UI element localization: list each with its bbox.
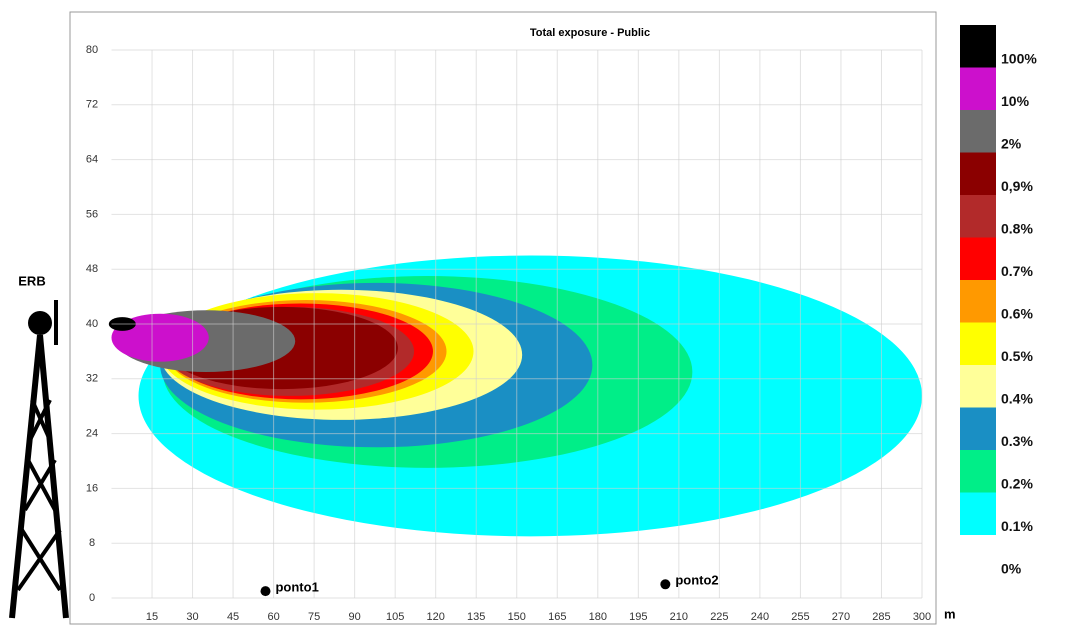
- y-tick-label: 48: [86, 263, 98, 275]
- measure-point: [660, 579, 670, 589]
- x-tick-label: 210: [670, 611, 688, 623]
- legend-swatch: [960, 408, 996, 451]
- x-tick-label: 90: [349, 611, 361, 623]
- x-tick-label: 150: [508, 611, 526, 623]
- y-tick-label: 32: [86, 373, 98, 385]
- legend-label: 0,9%: [1001, 178, 1033, 194]
- legend-label: 0.7%: [1001, 263, 1033, 279]
- legend-swatch: [960, 365, 996, 408]
- x-tick-label: 240: [751, 611, 769, 623]
- y-tick-label: 24: [86, 428, 98, 440]
- legend-label: 0%: [1001, 561, 1022, 577]
- legend-label: 0.8%: [1001, 221, 1033, 237]
- x-tick-label: 120: [427, 611, 445, 623]
- legend-label: 0.3%: [1001, 433, 1033, 449]
- legend-label: 0.4%: [1001, 391, 1033, 407]
- y-tick-label: 0: [89, 592, 95, 604]
- y-tick-label: 56: [86, 208, 98, 220]
- legend-swatch: [960, 238, 996, 281]
- x-tick-label: 285: [872, 611, 890, 623]
- legend-swatch: [960, 68, 996, 111]
- x-tick-label: 165: [548, 611, 566, 623]
- legend-label: 100%: [1001, 51, 1037, 67]
- legend-label: 0.6%: [1001, 306, 1033, 322]
- legend-label: 0.5%: [1001, 348, 1033, 364]
- legend-label: 0.2%: [1001, 476, 1033, 492]
- x-tick-label: 75: [308, 611, 320, 623]
- point-label: ponto1: [275, 580, 318, 595]
- chart-title: Total exposure - Public: [530, 27, 650, 39]
- y-tick-label: 8: [89, 537, 95, 549]
- y-tick-label: 16: [86, 482, 98, 494]
- antenna-tower: [12, 300, 66, 618]
- x-tick-label: 180: [589, 611, 607, 623]
- chart: Total exposure - Public m ERB 15 30 45 60 75…: [0, 0, 1088, 628]
- x-tick-label: 255: [791, 611, 809, 623]
- x-tick-label: 300: [913, 611, 931, 623]
- legend-swatch: [960, 153, 996, 196]
- legend-swatch: [960, 535, 996, 578]
- y-tick-label: 40: [86, 318, 98, 330]
- y-tick-label: 72: [86, 99, 98, 111]
- legend-swatch: [960, 493, 996, 536]
- y-tick-label: 80: [86, 44, 98, 56]
- x-tick-label: 105: [386, 611, 404, 623]
- y-tick-label: 64: [86, 154, 98, 166]
- x-tick-label: 15: [146, 611, 158, 623]
- legend-swatch: [960, 195, 996, 238]
- point-label: ponto2: [675, 573, 718, 588]
- legend-swatch: [960, 450, 996, 493]
- legend-swatch: [960, 323, 996, 366]
- legend-label: 2%: [1001, 136, 1022, 152]
- x-tick-label: 45: [227, 611, 239, 623]
- measure-point: [260, 586, 270, 596]
- legend-swatch: [960, 25, 996, 68]
- legend-label: 0.1%: [1001, 518, 1033, 534]
- x-tick-label: 135: [467, 611, 485, 623]
- legend-swatch: [960, 280, 996, 323]
- legend-label: 10%: [1001, 93, 1030, 109]
- x-tick-label: 30: [186, 611, 198, 623]
- x-unit: m: [944, 606, 956, 621]
- x-tick-label: 225: [710, 611, 728, 623]
- antenna-label: ERB: [18, 273, 45, 288]
- x-tick-label: 195: [629, 611, 647, 623]
- legend-swatch: [960, 110, 996, 153]
- x-tick-label: 60: [267, 611, 279, 623]
- x-tick-label: 270: [832, 611, 850, 623]
